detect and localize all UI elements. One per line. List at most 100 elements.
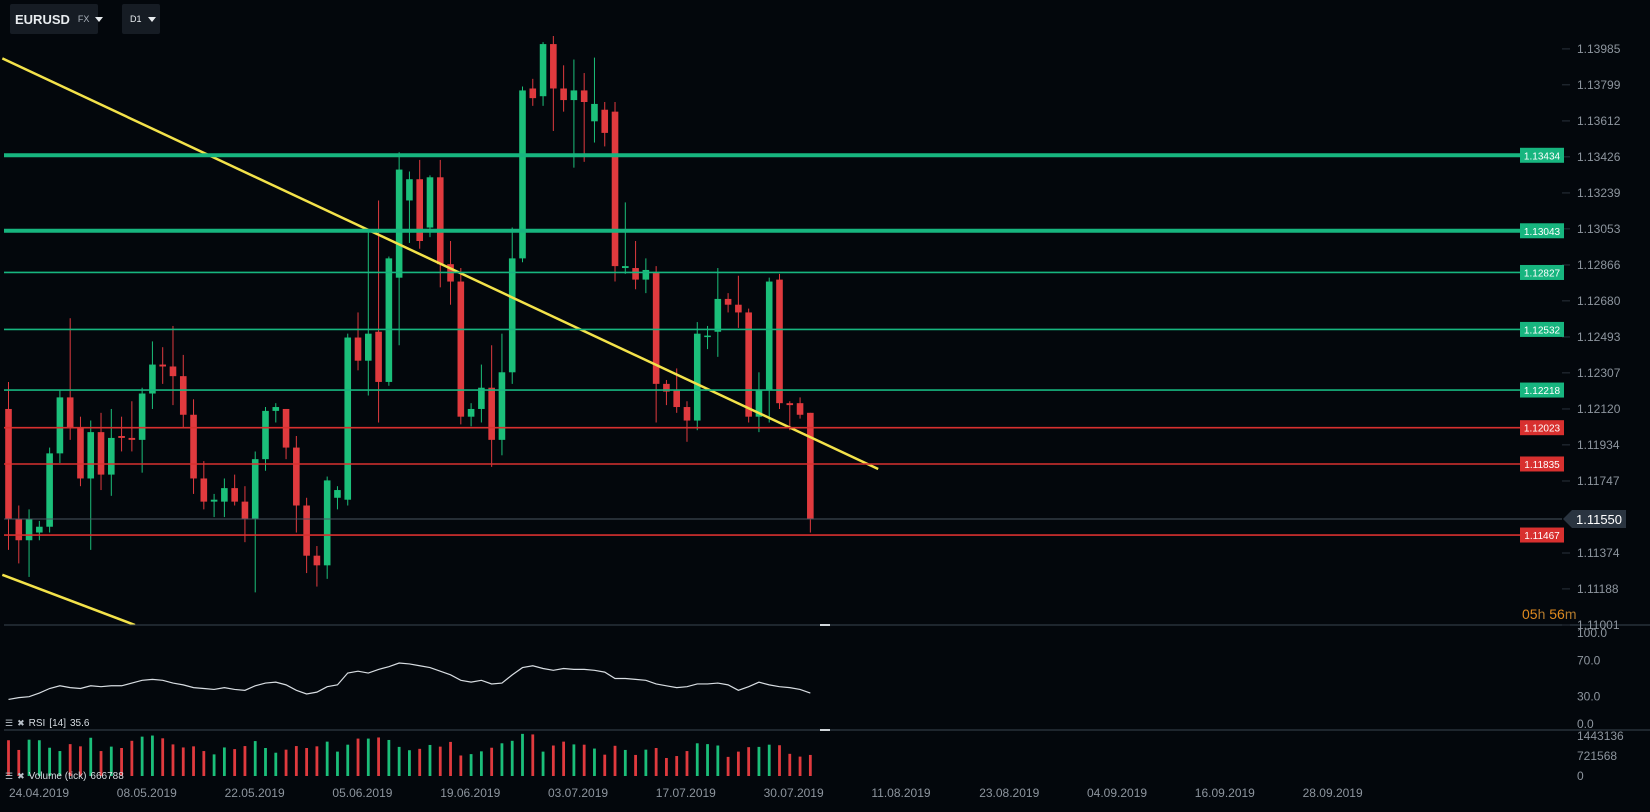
volume-bar (469, 754, 473, 776)
price-level-tag (1520, 527, 1564, 543)
volume-bar (356, 738, 360, 776)
candle-body (457, 281, 465, 417)
price-level-tag (1520, 420, 1564, 436)
volume-bar (305, 748, 309, 776)
candle-body (56, 397, 64, 454)
volume-bar (685, 751, 689, 776)
y-axis-tick-label: 1.12866 (1577, 258, 1621, 272)
rsi-line (8, 662, 811, 701)
close-icon[interactable]: ✖ (17, 771, 25, 781)
volume-bar (716, 745, 720, 776)
volume-bar (757, 746, 761, 776)
volume-bar (603, 754, 607, 776)
candle-body (560, 88, 567, 101)
volume-bar (788, 753, 792, 776)
settings-lines-icon[interactable]: ☰ (5, 718, 14, 728)
volume-bar (665, 757, 668, 776)
candle-body (416, 179, 423, 242)
candle-body (231, 488, 238, 502)
volume-bar (500, 743, 504, 776)
candle-body (108, 437, 115, 475)
candle-body (159, 364, 166, 367)
candle-body (786, 403, 794, 406)
price-level-tag (1520, 223, 1564, 239)
x-axis-tick-label: 17.07.2019 (656, 786, 716, 800)
close-icon[interactable]: ✖ (17, 718, 25, 728)
x-axis-tick-label: 08.05.2019 (117, 786, 177, 800)
volume-indicator-label[interactable]: ☰ ✖ Volume (tick) 666788 (5, 771, 124, 782)
candle-body (735, 304, 742, 313)
volume-bar (89, 737, 93, 776)
candle-body (519, 90, 526, 259)
volume-bar (726, 756, 730, 776)
symbol-selector[interactable]: EURUSD FX (10, 4, 104, 34)
volume-bar (531, 734, 535, 776)
volume-bar (428, 744, 432, 776)
volume-bar (654, 748, 658, 776)
timeframe-selector[interactable]: D1 (122, 4, 160, 34)
rsi-indicator-label[interactable]: ☰ ✖ RSI [14] 35.6 (5, 718, 89, 729)
volume-bar (222, 747, 226, 776)
timeframe-label: D1 (130, 14, 142, 24)
candle-body (807, 412, 814, 520)
current-price-tag (1563, 510, 1626, 529)
candle-body (611, 111, 619, 267)
volume-bar (253, 741, 257, 776)
volume-bar (541, 751, 545, 776)
candle-body (323, 480, 331, 566)
volume-bar (706, 744, 709, 776)
rsi-name: RSI (28, 718, 46, 729)
volume-bar (747, 747, 751, 776)
volume-bar (387, 739, 391, 776)
volume-bar (202, 751, 206, 776)
price-level-tag (1520, 456, 1564, 472)
x-axis-tick-label: 24.04.2019 (9, 786, 69, 800)
volume-bar (109, 746, 113, 776)
volume-bar (17, 749, 21, 776)
chevron-down-icon[interactable] (147, 16, 156, 22)
volume-axis-tick-label: 721568 (1577, 749, 1617, 763)
rsi-axis-tick-label: 70.0 (1577, 653, 1601, 667)
volume-value: 666788 (90, 771, 124, 782)
y-axis-tick-label: 1.12307 (1577, 366, 1621, 380)
x-axis-tick-label: 19.06.2019 (440, 786, 500, 800)
trendline (1, 57, 879, 471)
price-level-label: 1.13434 (1524, 151, 1561, 162)
y-axis-tick-label: 1.12680 (1577, 294, 1621, 308)
candle-body (375, 331, 382, 382)
candle-body (622, 266, 629, 269)
countdown-minutes-unit: m (1564, 606, 1577, 622)
y-axis-tick-label: 1.13985 (1577, 42, 1621, 56)
volume-bar (572, 744, 576, 776)
candle-body (262, 410, 269, 460)
candle-body (467, 408, 475, 417)
price-level-label: 1.12827 (1524, 268, 1561, 279)
pane-resize-handle (820, 729, 830, 731)
price-level-label: 1.12218 (1524, 386, 1561, 397)
candle-body (251, 459, 259, 520)
chevron-down-icon[interactable] (95, 16, 104, 22)
volume-bar (675, 756, 679, 776)
pane-resize-handle (820, 624, 830, 626)
volume-bar (58, 751, 62, 776)
candle-body (714, 298, 722, 332)
volume-bar (68, 744, 72, 776)
price-level-label: 1.11467 (1524, 531, 1560, 542)
candle-body (570, 90, 578, 101)
candle-body (385, 258, 393, 382)
market-label: FX (77, 14, 90, 24)
candle-body (488, 387, 495, 440)
y-axis-tick-label: 1.12120 (1577, 402, 1621, 416)
candle-body (46, 453, 53, 527)
volume-bar (171, 744, 175, 776)
countdown-hours: 05 (1522, 606, 1538, 622)
volume-bar (510, 740, 514, 776)
volume-bar (459, 755, 463, 776)
settings-lines-icon[interactable]: ☰ (5, 771, 14, 781)
rsi-axis-tick-label: 30.0 (1577, 690, 1601, 704)
volume-bar (294, 746, 298, 776)
volume-bar (264, 748, 267, 776)
trendline (1, 573, 136, 625)
candle-body (97, 432, 105, 475)
